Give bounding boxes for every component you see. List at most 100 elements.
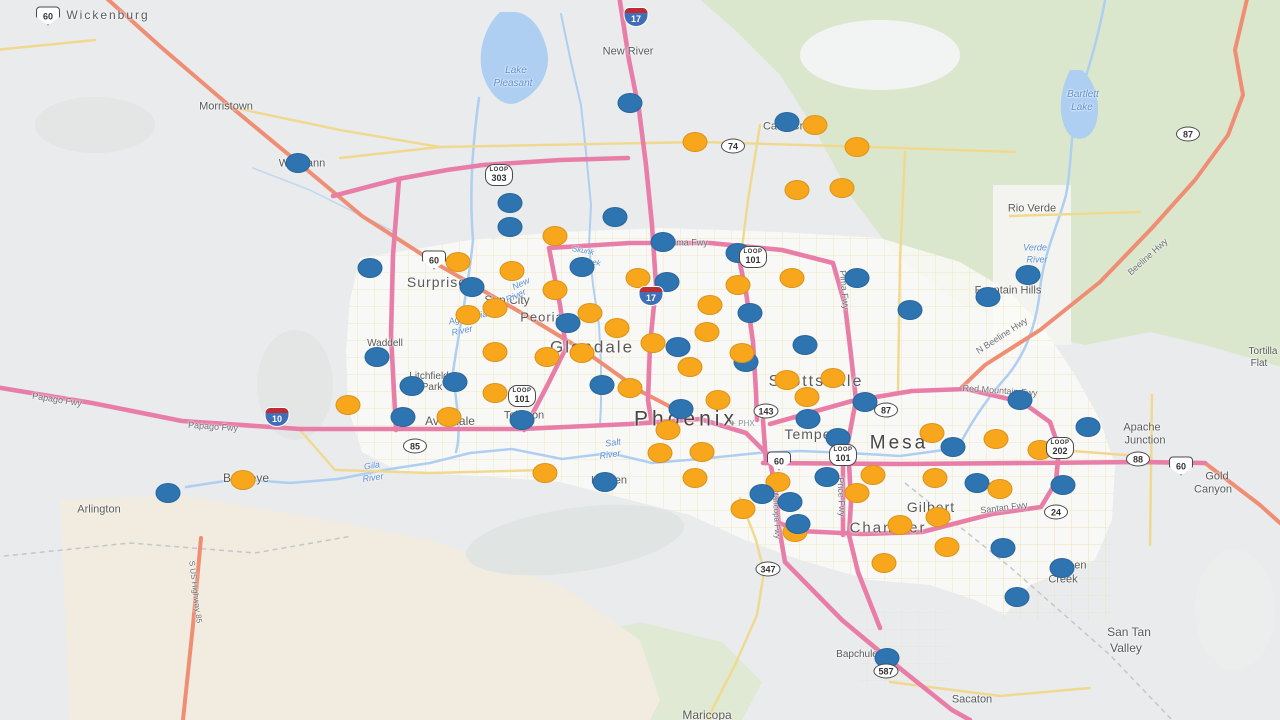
map-marker-orange[interactable] <box>532 463 558 483</box>
map-marker-blue[interactable] <box>1004 587 1030 607</box>
map-marker-blue[interactable] <box>285 153 311 173</box>
map-marker-blue[interactable] <box>592 472 618 492</box>
map-marker-blue[interactable] <box>617 93 643 113</box>
map-marker-orange[interactable] <box>455 305 481 325</box>
map-marker-orange[interactable] <box>482 298 508 318</box>
map-marker-blue[interactable] <box>555 313 581 333</box>
map-marker-blue[interactable] <box>792 335 818 355</box>
map-marker-orange[interactable] <box>784 180 810 200</box>
map-marker-blue[interactable] <box>774 112 800 132</box>
map-marker-blue[interactable] <box>1050 475 1076 495</box>
map-marker-orange[interactable] <box>617 378 643 398</box>
map-marker-blue[interactable] <box>964 473 990 493</box>
map-marker-orange[interactable] <box>922 468 948 488</box>
map-marker-blue[interactable] <box>975 287 1001 307</box>
map-marker-blue[interactable] <box>650 232 676 252</box>
map-marker-blue[interactable] <box>825 428 851 448</box>
map-marker-blue[interactable] <box>668 399 694 419</box>
map-marker-blue[interactable] <box>1007 390 1033 410</box>
map-marker-orange[interactable] <box>860 465 886 485</box>
map-marker-blue[interactable] <box>390 407 416 427</box>
city-label: Apache <box>1123 421 1161 434</box>
water-label: Lake <box>505 65 527 76</box>
map-marker-blue[interactable] <box>357 258 383 278</box>
map-marker-orange[interactable] <box>482 342 508 362</box>
map-marker-orange[interactable] <box>436 407 462 427</box>
map-marker-blue[interactable] <box>602 207 628 227</box>
map-marker-orange[interactable] <box>887 515 913 535</box>
map-marker-orange[interactable] <box>934 537 960 557</box>
map-marker-orange[interactable] <box>499 261 525 281</box>
map-marker-orange[interactable] <box>779 268 805 288</box>
map-marker-orange[interactable] <box>794 387 820 407</box>
map-marker-blue[interactable] <box>874 648 900 668</box>
map-marker-orange[interactable] <box>689 442 715 462</box>
airport-code: PHX <box>738 419 755 428</box>
map-marker-blue[interactable] <box>442 372 468 392</box>
map-marker-blue[interactable] <box>852 392 878 412</box>
map-marker-blue[interactable] <box>569 257 595 277</box>
map-marker-orange[interactable] <box>725 275 751 295</box>
map-marker-orange[interactable] <box>730 499 756 519</box>
map-marker-orange[interactable] <box>534 347 560 367</box>
map-marker-orange[interactable] <box>705 390 731 410</box>
map-marker-blue[interactable] <box>399 376 425 396</box>
route-shield-347: 347 <box>755 561 781 577</box>
map-marker-orange[interactable] <box>802 115 828 135</box>
map-marker-orange[interactable] <box>919 423 945 443</box>
map-marker-blue[interactable] <box>777 492 803 512</box>
route-shield-303: LOOP 303 <box>485 164 513 186</box>
map-marker-orange[interactable] <box>694 322 720 342</box>
map-marker-orange[interactable] <box>682 132 708 152</box>
map-marker-blue[interactable] <box>665 337 691 357</box>
map-marker-blue[interactable] <box>589 375 615 395</box>
map-marker-orange[interactable] <box>335 395 361 415</box>
map-marker-blue[interactable] <box>749 484 775 504</box>
map-marker-orange[interactable] <box>987 479 1013 499</box>
map-marker-orange[interactable] <box>640 333 666 353</box>
water-label: Verde <box>1023 242 1047 253</box>
map-marker-orange[interactable] <box>729 343 755 363</box>
map-marker-blue[interactable] <box>459 277 485 297</box>
map-marker-blue[interactable] <box>897 300 923 320</box>
map-marker-blue[interactable] <box>844 268 870 288</box>
minor-roads-layer <box>0 38 1154 720</box>
map-marker-orange[interactable] <box>230 470 256 490</box>
map-marker-blue[interactable] <box>990 538 1016 558</box>
map-marker-orange[interactable] <box>655 420 681 440</box>
map-marker-blue[interactable] <box>785 514 811 534</box>
map-marker-blue[interactable] <box>795 409 821 429</box>
map-marker-orange[interactable] <box>482 383 508 403</box>
map-marker-orange[interactable] <box>697 295 723 315</box>
map-marker-blue[interactable] <box>497 193 523 213</box>
map-marker-orange[interactable] <box>774 370 800 390</box>
map-marker-blue[interactable] <box>1049 558 1075 578</box>
map-marker-orange[interactable] <box>604 318 630 338</box>
map-marker-blue[interactable] <box>1075 417 1101 437</box>
map-marker-blue[interactable] <box>509 410 535 430</box>
map-marker-blue[interactable] <box>364 347 390 367</box>
map-marker-blue[interactable] <box>814 467 840 487</box>
map-marker-orange[interactable] <box>820 368 846 388</box>
map-marker-orange[interactable] <box>871 553 897 573</box>
map-marker-orange[interactable] <box>829 178 855 198</box>
map-marker-blue[interactable] <box>737 303 763 323</box>
map-marker-blue[interactable] <box>1015 265 1041 285</box>
map-marker-orange[interactable] <box>647 443 673 463</box>
map-marker-blue[interactable] <box>497 217 523 237</box>
map-marker-orange[interactable] <box>844 137 870 157</box>
map-marker-orange[interactable] <box>542 226 568 246</box>
map-marker-orange[interactable] <box>983 429 1009 449</box>
map-marker-blue[interactable] <box>940 437 966 457</box>
map-marker-orange[interactable] <box>569 343 595 363</box>
map-marker-blue[interactable] <box>155 483 181 503</box>
map-marker-orange[interactable] <box>925 507 951 527</box>
map-marker-orange[interactable] <box>625 268 651 288</box>
map-marker-orange[interactable] <box>682 468 708 488</box>
map-marker-orange[interactable] <box>445 252 471 272</box>
map-marker-orange[interactable] <box>542 280 568 300</box>
map-marker-orange[interactable] <box>844 483 870 503</box>
map-marker-orange[interactable] <box>577 303 603 323</box>
map-marker-orange[interactable] <box>677 357 703 377</box>
